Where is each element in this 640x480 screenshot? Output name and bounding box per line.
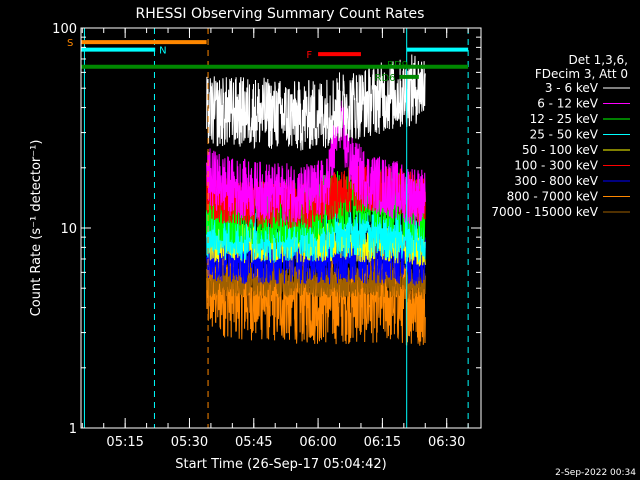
x-tick-label: 05:45	[235, 435, 272, 450]
legend-label: 12 - 25 keV	[530, 112, 599, 126]
x-tick-label: 06:30	[428, 435, 465, 450]
legend-label: 100 - 300 keV	[514, 159, 598, 173]
legend-header-line: FDecim 3, Att 0	[535, 67, 628, 81]
legend-label: 3 - 6 keV	[545, 81, 599, 95]
legend: Det 1,3,6, FDecim 3, Att 0 3 - 6 keV 6 - …	[491, 53, 630, 219]
legend-label: 300 - 800 keV	[514, 174, 598, 188]
annotation-label: N	[159, 46, 166, 57]
x-tick-label: 05:30	[171, 435, 208, 450]
footer-timestamp: 2-Sep-2022 00:34	[555, 468, 636, 478]
series-line-0	[206, 54, 426, 151]
legend-label: 50 - 100 keV	[522, 143, 599, 157]
x-tick-label: 06:15	[364, 435, 401, 450]
annotation-label: S	[67, 38, 73, 49]
y-tick-label: 1	[69, 422, 77, 437]
chart-title: RHESSI Observing Summary Count Rates	[136, 6, 425, 22]
x-tick-label: 06:00	[299, 435, 336, 450]
legend-label: 7000 - 15000 keV	[491, 205, 598, 219]
y-tick-label: 10	[60, 222, 77, 237]
annotation-label: RD9	[387, 60, 408, 71]
annotation-label: RD6	[375, 73, 396, 84]
series-line-1	[206, 94, 426, 227]
y-axis: 1 10 100	[52, 22, 481, 437]
series-layer	[206, 54, 426, 346]
legend-label: 6 - 12 keV	[537, 97, 599, 111]
x-axis: 05:15 05:30 05:45 06:00 06:15 06:30	[81, 28, 469, 450]
x-tick-label: 05:15	[106, 435, 143, 450]
legend-label: 25 - 50 keV	[530, 128, 599, 142]
y-tick-label: 100	[52, 22, 77, 37]
legend-header-line: Det 1,3,6,	[569, 53, 629, 67]
x-axis-label: Start Time (26-Sep-17 05:04:42)	[175, 457, 386, 472]
annotation-label: F	[306, 50, 312, 61]
legend-label: 800 - 7000 keV	[507, 190, 599, 204]
y-axis-label: Count Rate (s⁻¹ detector⁻¹)	[29, 140, 44, 317]
